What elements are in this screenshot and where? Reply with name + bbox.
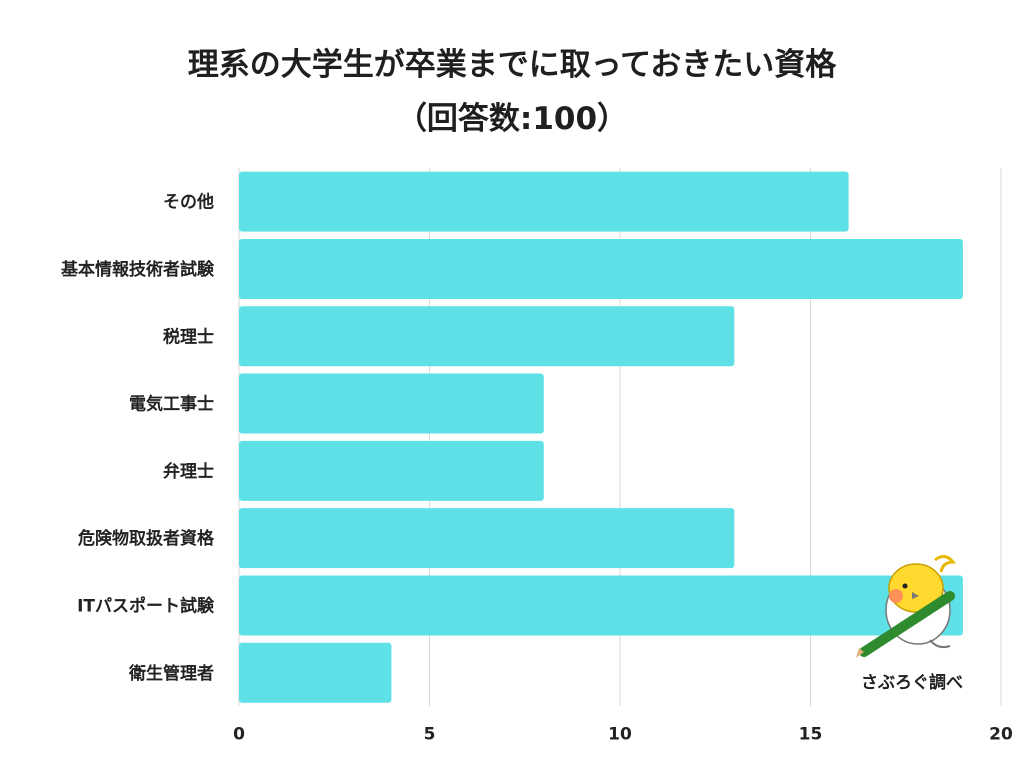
source-credit: さぶろぐ調べ — [861, 672, 963, 693]
x-tick-label: 20 — [989, 724, 1013, 744]
category-label: 基本情報技術者試験 — [60, 259, 215, 280]
bar — [239, 508, 735, 569]
chart-title: 理系の大学生が卒業までに取っておきたい資格 — [187, 47, 837, 83]
category-label: 電気工事士 — [129, 394, 214, 415]
bar — [239, 238, 963, 299]
chart-title-block: 理系の大学生が卒業までに取っておきたい資格 （回答数:100） — [0, 38, 1024, 146]
x-tick-label: 10 — [608, 724, 632, 744]
x-tick-label: 0 — [233, 724, 245, 744]
bar — [239, 373, 544, 434]
bar — [239, 306, 735, 367]
x-tick-labels: 0 5 10 15 20 — [233, 724, 1013, 744]
category-label: ITパスポート試験 — [77, 595, 215, 616]
category-label: 弁理士 — [163, 461, 214, 482]
x-tick-label: 5 — [424, 724, 436, 744]
bar — [239, 440, 544, 501]
category-label: 衛生管理者 — [128, 663, 214, 684]
category-label: 危険物取扱者資格 — [77, 528, 215, 549]
bar — [239, 642, 392, 703]
x-tick-label: 15 — [799, 724, 823, 744]
bar — [239, 171, 849, 232]
category-label: その他 — [163, 192, 214, 213]
bar — [239, 575, 963, 636]
category-label: 税理士 — [163, 326, 214, 347]
mascot-icon — [856, 555, 957, 658]
chart-subtitle: （回答数:100） — [395, 101, 629, 137]
bars — [239, 171, 963, 703]
